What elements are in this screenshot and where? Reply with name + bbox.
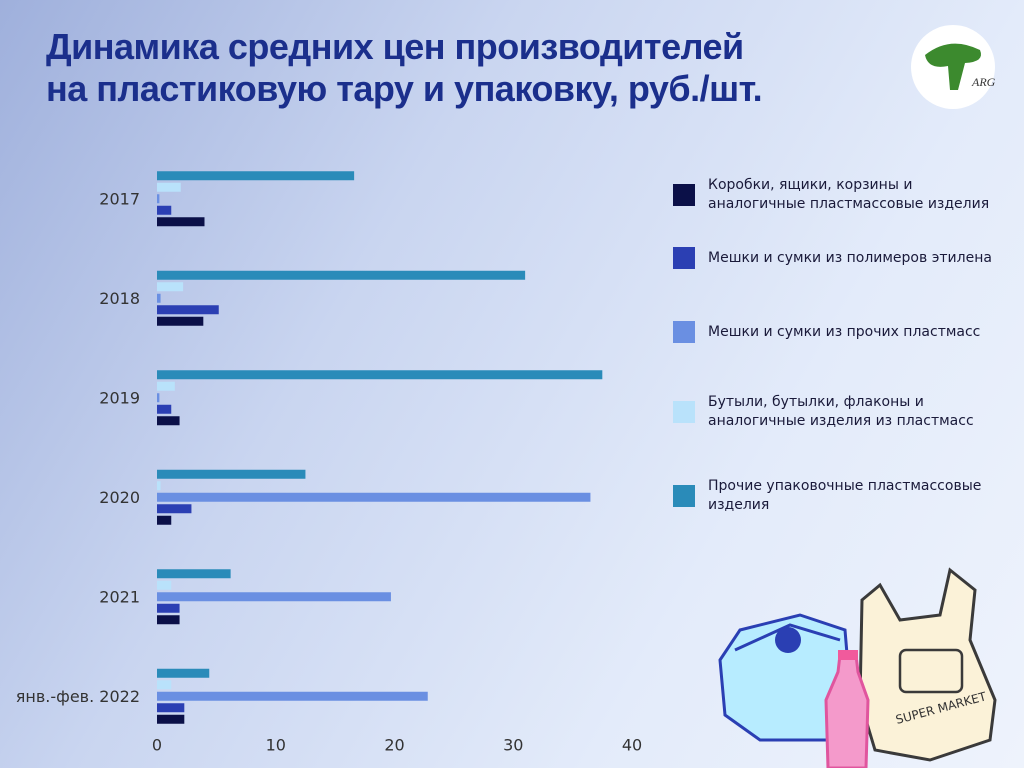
logo-text: ARG (971, 75, 996, 89)
x-tick-label: 0 (152, 736, 162, 755)
legend-label: Коробки, ящики, корзины и аналогичные пл… (708, 177, 990, 212)
bar (157, 680, 172, 690)
legend-item: Бутыли, бутылки, флаконы и аналогичные и… (673, 393, 1013, 431)
y-tick-label: 2020 (99, 488, 140, 507)
illustration (718, 567, 997, 768)
legend-swatch (673, 321, 695, 343)
bar (157, 404, 172, 414)
y-tick-label: 2018 (99, 289, 140, 308)
bar (157, 182, 181, 192)
logo-tree (925, 43, 981, 90)
bar (157, 381, 175, 391)
legend-item: Мешки и сумки из полимеров этилена (673, 247, 1013, 269)
x-tick-label: 10 (266, 736, 286, 755)
bar (157, 393, 160, 403)
legend-item: Прочие упаковочные пластмассовые изделия (673, 477, 1013, 515)
y-tick-label: 2021 (99, 588, 140, 607)
bar (157, 703, 185, 713)
bar (157, 171, 355, 181)
x-tick-label: 30 (503, 736, 523, 755)
bar (157, 580, 172, 590)
legend-swatch (673, 184, 695, 206)
legend-swatch (673, 485, 695, 507)
bar (157, 282, 184, 292)
bar (157, 603, 180, 613)
bar (157, 316, 204, 326)
bar (157, 668, 210, 678)
legend-item: Мешки и сумки из прочих пластмасс (673, 321, 1013, 343)
legend-swatch (673, 247, 695, 269)
bar (157, 492, 591, 502)
x-tick-label: 40 (622, 736, 642, 755)
bar (157, 469, 306, 479)
bar (157, 194, 160, 204)
legend-label: Бутыли, бутылки, флаконы и аналогичные и… (708, 394, 974, 429)
bar (157, 481, 161, 491)
bar (157, 217, 205, 227)
bar (157, 305, 219, 315)
legend-label: Мешки и сумки из прочих пластмасс (708, 323, 981, 340)
y-tick-label: янв.-фев. 2022 (16, 687, 140, 706)
bar (157, 370, 603, 380)
y-tick-label: 2019 (99, 389, 140, 408)
bar (157, 592, 391, 602)
bar (157, 293, 161, 303)
legend-label: Прочие упаковочные пластмассовые изделия (708, 478, 982, 513)
bar (157, 714, 185, 724)
bar (157, 691, 428, 701)
x-tick-label: 20 (384, 736, 404, 755)
legend-label: Мешки и сумки из полимеров этилена (708, 249, 992, 266)
bar (157, 515, 172, 525)
chart-title: Динамика средних цен производителей на п… (46, 26, 763, 109)
bar (157, 569, 231, 579)
y-tick-label: 2017 (99, 190, 140, 209)
bar (157, 270, 526, 280)
bar (157, 205, 172, 215)
bar (157, 615, 180, 625)
bar (157, 416, 180, 426)
bar (157, 504, 192, 514)
legend-item: Коробки, ящики, корзины и аналогичные пл… (673, 176, 1013, 214)
legend-swatch (673, 401, 695, 423)
